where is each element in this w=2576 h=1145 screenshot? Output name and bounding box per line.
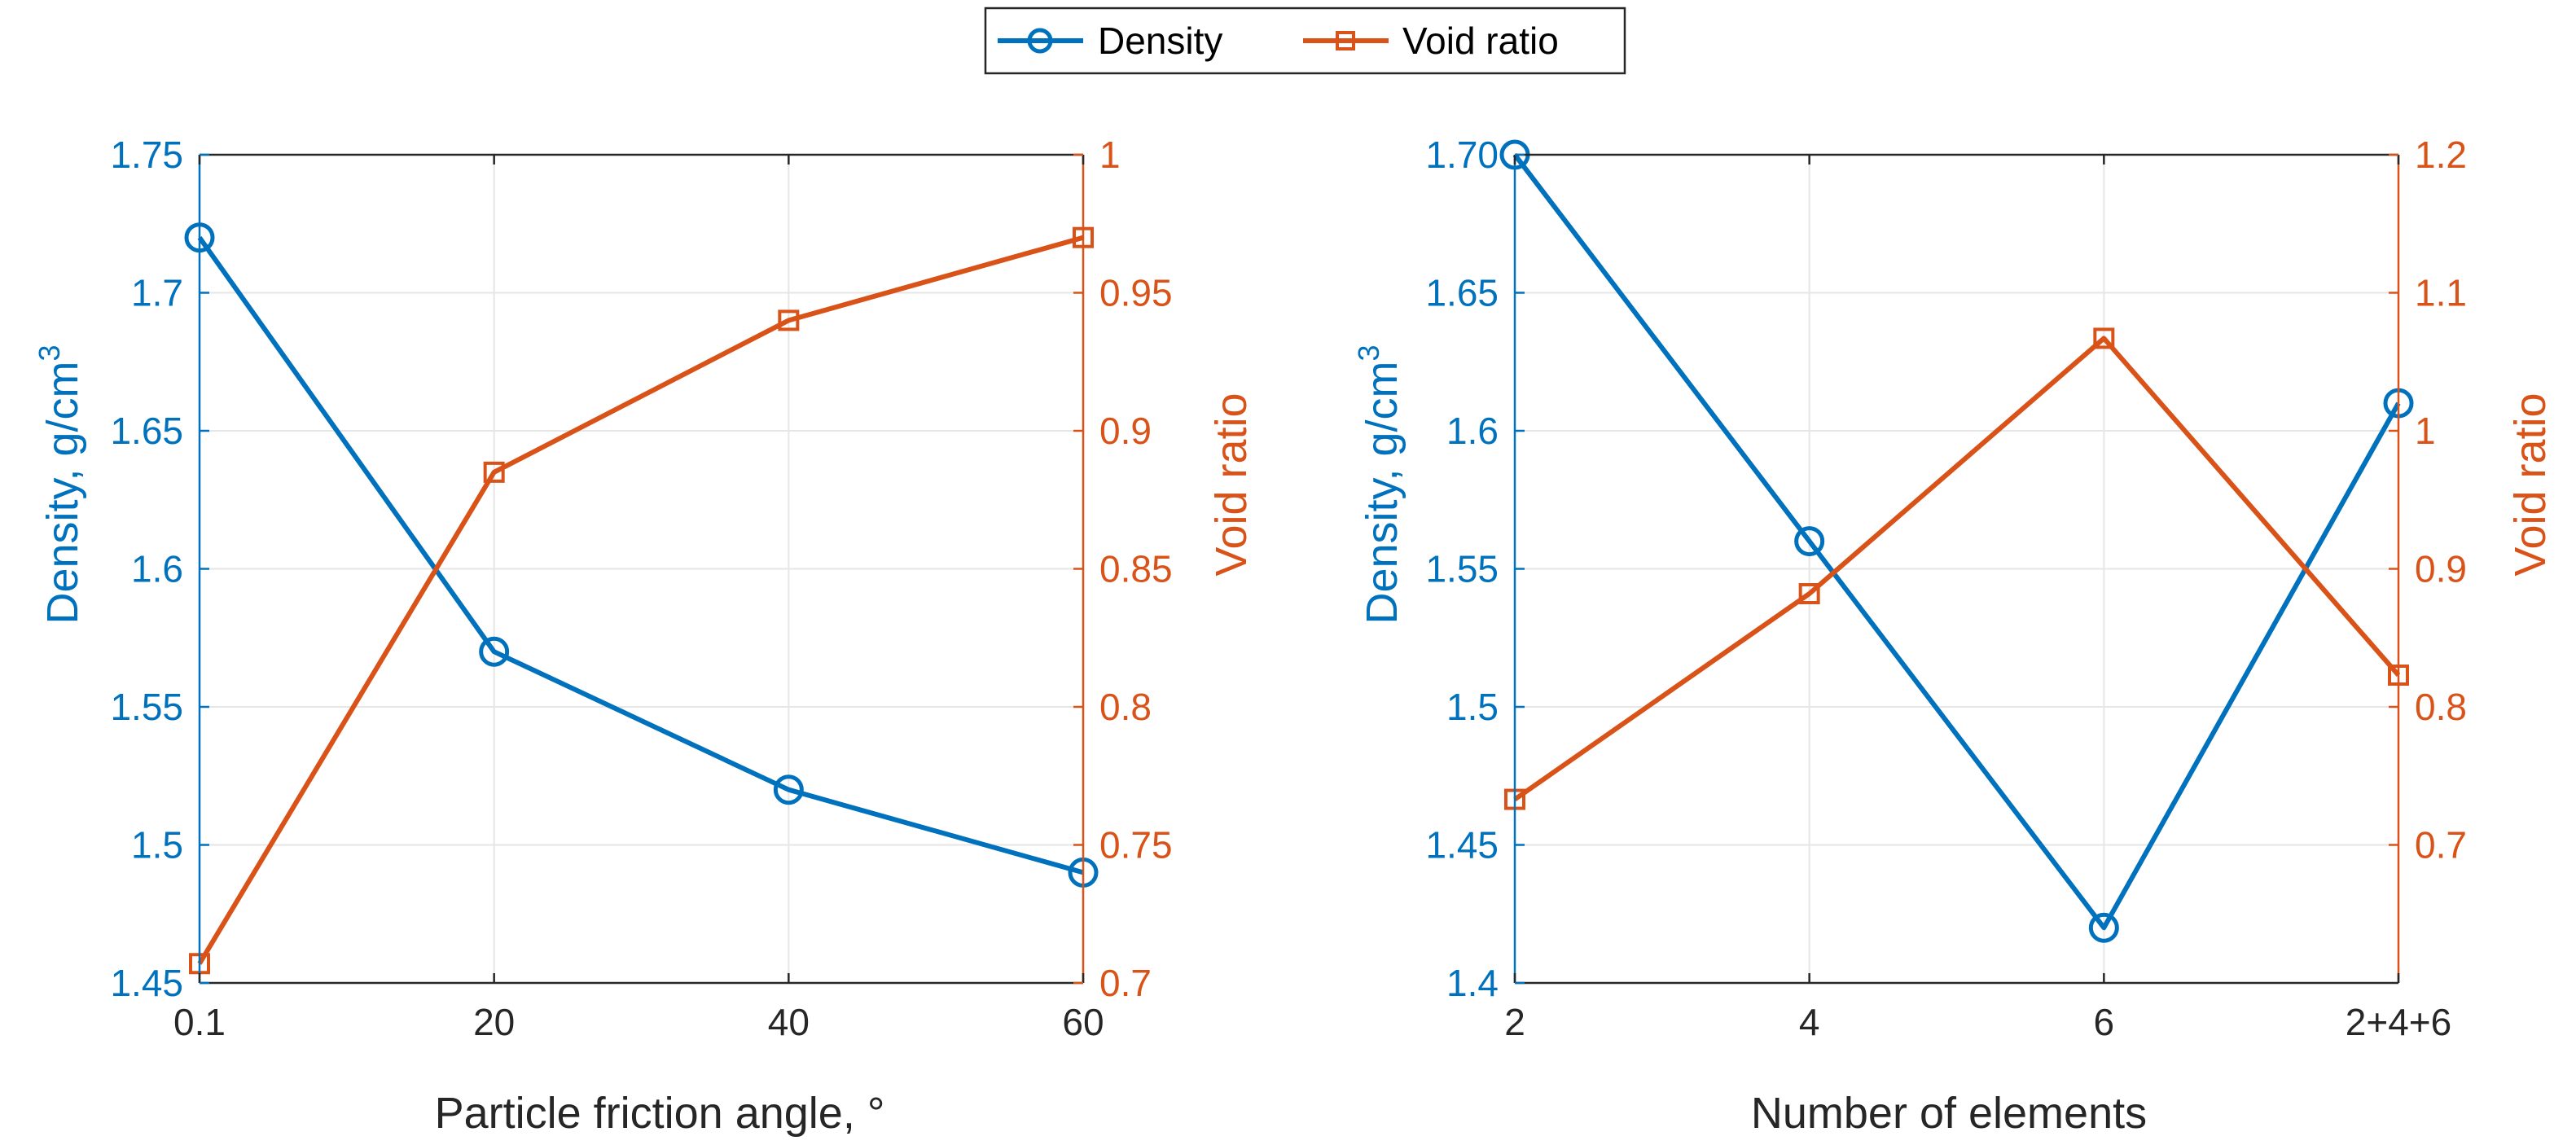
y-tick-label-left: 1.55 <box>1425 548 1499 590</box>
density-line <box>197 235 1084 875</box>
x-tick-label: 40 <box>768 1001 810 1043</box>
y-tick-label-right: 0.9 <box>1099 410 1152 452</box>
y-tick-label-left: 1.4 <box>1446 962 1499 1004</box>
void-ratio-line <box>1513 336 2401 802</box>
x-tick-label: 2+4+6 <box>2346 1001 2451 1043</box>
plot-lines <box>1499 139 2414 943</box>
void-ratio-line <box>197 235 1084 965</box>
axes: 2 4 6 2+4+6 1.4 1.45 1.5 1.55 1.6 1.65 1.70 0.7 0.8 0… <box>1425 134 2466 1043</box>
legend-void-marker <box>1336 31 1355 50</box>
y-tick-label-right: 1.2 <box>2415 134 2467 176</box>
legend-void-label: Void ratio <box>1402 20 1559 62</box>
y-tick-label-right: 0.95 <box>1099 272 1173 314</box>
y-tick-label-left: 1.65 <box>110 410 183 452</box>
y-tick-label-right: 0.85 <box>1099 548 1173 590</box>
void-ratio-point <box>483 461 505 483</box>
y-tick-label-right: 1.1 <box>2415 272 2467 314</box>
y-tick-label-right: 1 <box>1099 134 1121 176</box>
y-axis-label-void-ratio: Void ratio <box>1207 393 1256 576</box>
legend-density-label: Density <box>1098 20 1222 62</box>
y-tick-label-left: 1.6 <box>131 548 183 590</box>
density-point <box>773 774 804 805</box>
legend-density-marker <box>1027 28 1053 54</box>
density-point <box>2088 912 2119 943</box>
density-point <box>479 636 510 667</box>
y-tick-label-right: 0.75 <box>1099 824 1173 866</box>
y-tick-label-left: 1.45 <box>110 962 183 1004</box>
y-tick-label-right: 0.8 <box>1099 686 1152 728</box>
density-point <box>1794 526 1825 557</box>
y-tick-label-left: 1.65 <box>1425 272 1499 314</box>
x-axis-label: Number of elements <box>1751 1089 2147 1138</box>
x-axis-label: Particle friction angle, ° <box>435 1089 885 1138</box>
y-tick-label-right: 0.9 <box>2415 548 2467 590</box>
y-axis-label-void-ratio: Void ratio <box>2506 393 2555 576</box>
y-tick-label-right: 0.7 <box>2415 824 2467 866</box>
y-tick-label-left: 1.45 <box>1425 824 1499 866</box>
void-ratio-point <box>1798 583 1820 605</box>
void-ratio-point <box>778 309 800 331</box>
x-tick-label: 20 <box>473 1001 515 1043</box>
void-ratio-point <box>2093 327 2115 349</box>
legend: Density Void ratio <box>984 7 1626 75</box>
y-axis-label-density: Density, g/cm3 <box>1352 344 1406 624</box>
y-tick-label-right: 1 <box>2415 410 2436 452</box>
y-tick-label-left: 1.70 <box>1425 134 1499 176</box>
y-tick-label-right: 0.7 <box>1099 962 1152 1004</box>
x-tick-label: 6 <box>2094 1001 2115 1043</box>
y-tick-label-left: 1.6 <box>1446 410 1499 452</box>
y-axis-label-density: Density, g/cm3 <box>33 344 87 624</box>
chart-friction-angle: 0.1 20 40 60 1.45 1.5 1.55 1.6 1.65 1.7 1.75 0.7 0.7… <box>33 134 1256 1138</box>
y-tick-label-left: 1.7 <box>131 272 183 314</box>
x-tick-label: 4 <box>1799 1001 1820 1043</box>
y-tick-label-left: 1.5 <box>1446 686 1499 728</box>
y-tick-label-left: 1.75 <box>110 134 183 176</box>
x-tick-label: 0.1 <box>173 1001 226 1043</box>
x-tick-label: 60 <box>1062 1001 1104 1043</box>
chart-number-of-elements: 2 4 6 2+4+6 1.4 1.45 1.5 1.55 1.6 1.65 1.70 0.7 0.8 0… <box>1352 134 2555 1138</box>
y-tick-label-left: 1.5 <box>131 824 183 866</box>
density-line <box>1512 153 2401 931</box>
y-tick-label-left: 1.55 <box>110 686 183 728</box>
x-tick-label: 2 <box>1504 1001 1525 1043</box>
y-tick-label-right: 0.8 <box>2415 686 2467 728</box>
axes: 0.1 20 40 60 1.45 1.5 1.55 1.6 1.65 1.7 1.75 0.7 0.7… <box>110 134 1172 1043</box>
